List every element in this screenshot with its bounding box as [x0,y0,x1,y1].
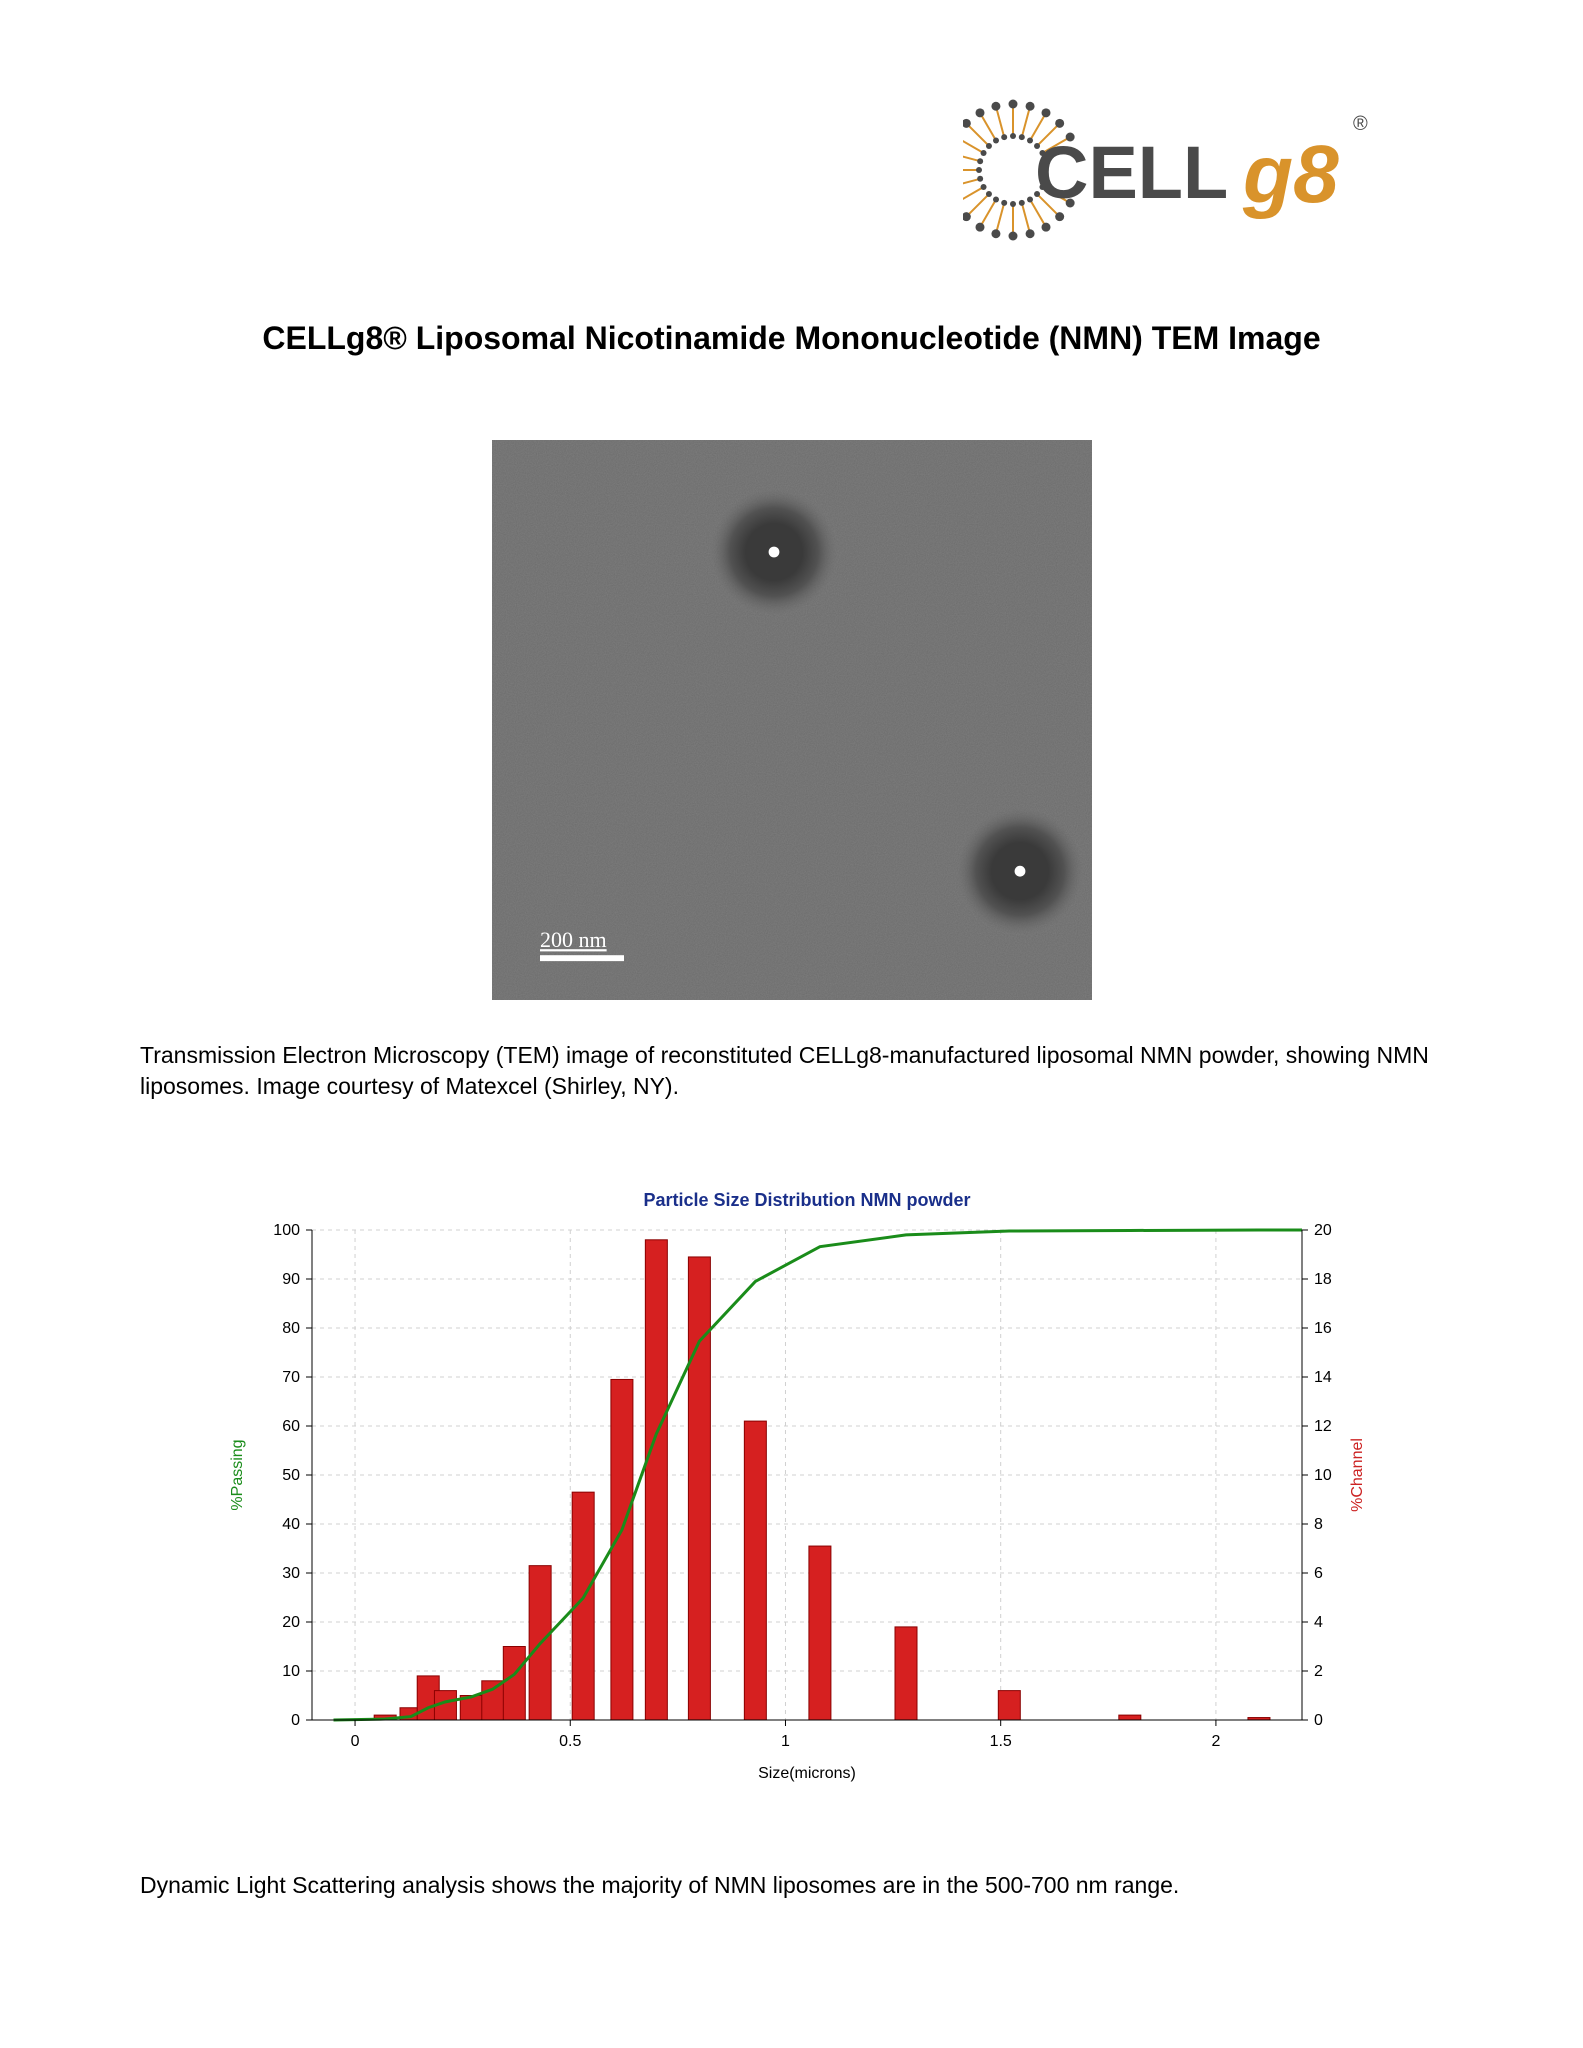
svg-text:12: 12 [1314,1418,1332,1435]
svg-text:50: 50 [282,1467,300,1484]
svg-text:40: 40 [282,1516,300,1533]
svg-text:0: 0 [1314,1712,1323,1729]
svg-text:10: 10 [282,1663,300,1680]
svg-text:20: 20 [1314,1222,1332,1239]
svg-text:%Channel: %Channel [1349,1438,1366,1512]
svg-text:10: 10 [1314,1467,1332,1484]
svg-text:14: 14 [1314,1369,1332,1386]
svg-text:18: 18 [1314,1271,1332,1288]
svg-text:2: 2 [1314,1663,1323,1680]
chart-svg: Particle Size Distribution NMN powder 0 0.… [192,1180,1392,1800]
svg-text:90: 90 [282,1271,300,1288]
svg-text:®: ® [1353,113,1368,135]
svg-text:16: 16 [1314,1320,1332,1337]
chart-caption: Dynamic Light Scattering analysis shows … [140,1870,1443,1901]
svg-text:30: 30 [282,1565,300,1582]
svg-text:1.5: 1.5 [989,1733,1011,1750]
particle-size-chart: Particle Size Distribution NMN powder 0 0.… [192,1180,1392,1800]
svg-text:8: 8 [1314,1516,1323,1533]
svg-text:60: 60 [282,1418,300,1435]
svg-text:6: 6 [1314,1565,1323,1582]
svg-text:Size(microns): Size(microns) [758,1765,856,1782]
tem-image-svg: 200 nm [492,440,1092,1000]
svg-text:%Passing: %Passing [229,1439,246,1510]
svg-text:1: 1 [781,1733,790,1750]
svg-text:100: 100 [273,1222,300,1239]
svg-text:CELL: CELL [1035,131,1228,214]
svg-text:70: 70 [282,1369,300,1386]
svg-text:Particle Size Distribution NMN: Particle Size Distribution NMN powder [643,1190,970,1210]
svg-text:0.5: 0.5 [559,1733,581,1750]
svg-text:0: 0 [350,1733,359,1750]
svg-text:80: 80 [282,1320,300,1337]
svg-text:4: 4 [1314,1614,1323,1631]
document-page: CELLg8 ® CELLg8® Liposomal Nicotinamide M… [0,0,1583,2048]
svg-text:2: 2 [1211,1733,1220,1750]
cellg8-logo-svg: CELLg8 ® [963,60,1393,260]
svg-text:200 nm: 200 nm [540,927,607,952]
svg-text:0: 0 [291,1712,300,1729]
svg-text:g8: g8 [1242,129,1339,220]
tem-image-figure: 200 nm [492,440,1092,1000]
tem-caption: Transmission Electron Microscopy (TEM) i… [140,1040,1443,1102]
brand-logo: CELLg8 ® [963,60,1393,265]
page-title: CELLg8® Liposomal Nicotinamide Mononucle… [0,320,1583,357]
svg-text:20: 20 [282,1614,300,1631]
